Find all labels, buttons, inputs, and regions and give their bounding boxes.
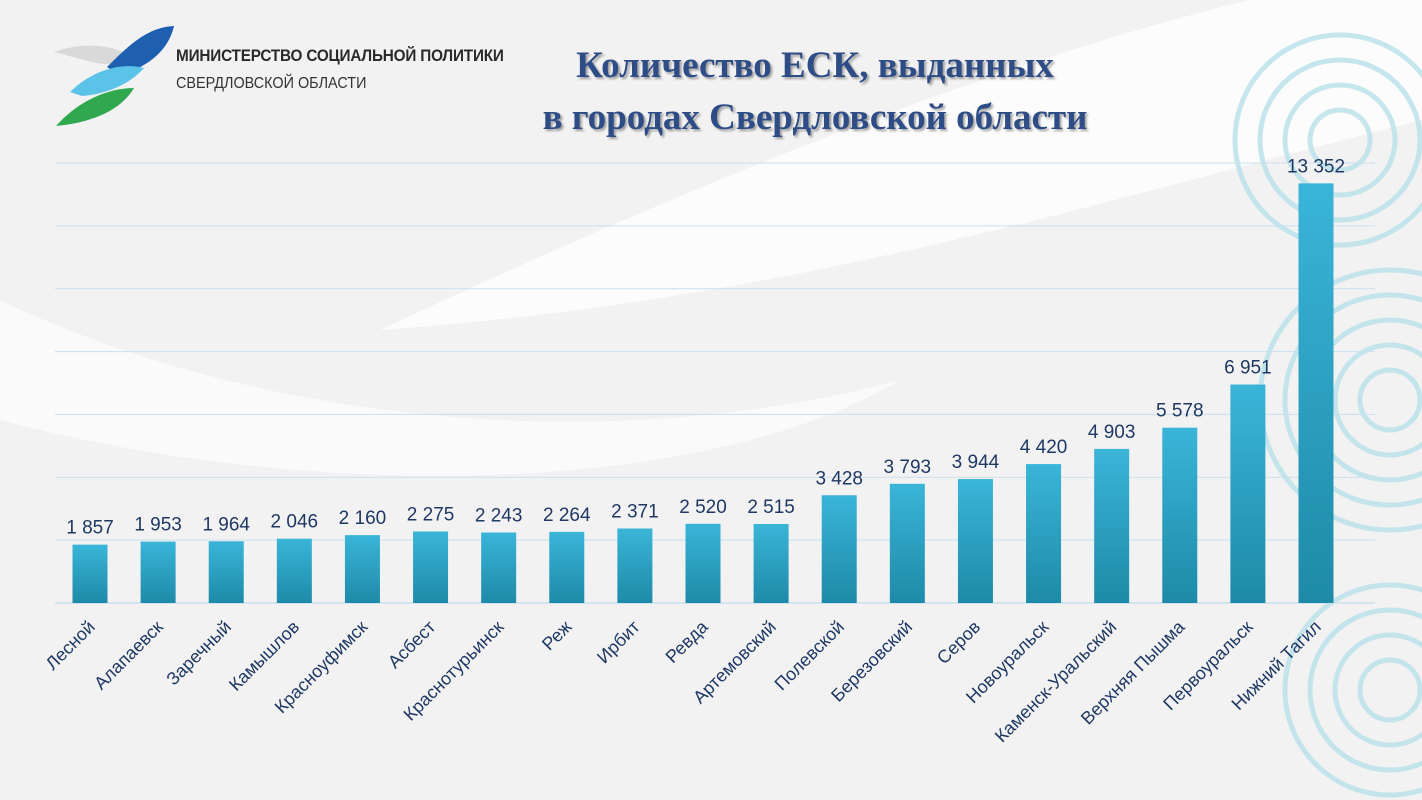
category-label: Алапаевск: [90, 617, 167, 694]
bar: [72, 544, 108, 603]
category-label: Заречный: [162, 617, 235, 690]
value-label: 2 371: [611, 501, 659, 522]
value-labels: 1 857 1 953 1 964 2 046 2 160 2 275 2 243 2 264…: [66, 156, 1345, 538]
value-label: 2 515: [747, 497, 795, 518]
bar: [1026, 464, 1062, 603]
value-label: 2 520: [679, 497, 727, 518]
chart-title-line1: Количество ЕСК, выданных: [576, 45, 1054, 86]
value-label: 2 275: [407, 505, 455, 526]
value-label: 1 857: [66, 518, 114, 539]
category-label: Каменск-Уральский: [991, 617, 1121, 747]
bar: [276, 538, 312, 603]
bar: [344, 535, 380, 603]
value-label: 2 243: [475, 506, 523, 527]
value-label: 2 160: [339, 508, 387, 529]
bar: [889, 483, 925, 603]
logo-region-name: СВЕРДЛОВСКОЙ ОБЛАСТИ: [176, 75, 367, 92]
bar: [617, 528, 653, 603]
bar: [1230, 384, 1266, 603]
value-label: 4 903: [1088, 422, 1136, 443]
value-label: 4 420: [1020, 437, 1068, 458]
category-label: Реж: [538, 617, 576, 655]
category-label: Лесной: [42, 617, 99, 674]
logo-org-name: МИНИСТЕРСТВО СОЦИАЛЬНОЙ ПОЛИТИКИ: [176, 46, 504, 65]
bar: [685, 523, 721, 603]
bar: [1094, 448, 1130, 603]
value-label: 2 264: [543, 505, 591, 526]
bar: [1298, 183, 1334, 603]
bar: [140, 541, 176, 603]
value-label: 13 352: [1287, 156, 1345, 177]
value-label: 1 964: [202, 514, 250, 535]
value-label: 6 951: [1224, 358, 1272, 379]
value-label: 2 046: [271, 512, 319, 533]
bar: [821, 495, 857, 603]
bar: [208, 541, 244, 603]
bar: [1162, 427, 1198, 603]
value-label: 3 793: [884, 457, 932, 478]
bar: [549, 531, 585, 603]
bars: [72, 183, 1334, 603]
chart-title: Количество ЕСК, выданных в городах Сверд…: [470, 40, 1160, 144]
category-label: Ревда: [662, 616, 713, 667]
value-label: 1 953: [134, 515, 182, 536]
ministry-logo: МИНИСТЕРСТВО СОЦИАЛЬНОЙ ПОЛИТИКИ СВЕРДЛО…: [52, 22, 512, 130]
value-label: 3 428: [815, 468, 863, 489]
value-label: 5 578: [1156, 401, 1204, 422]
category-label: Серов: [933, 617, 984, 668]
bar: [753, 523, 789, 603]
value-label: 3 944: [952, 452, 1000, 473]
bar: [481, 532, 517, 603]
category-labels: ЛеснойАлапаевскЗаречныйКамышловКрасноуфи…: [42, 616, 1325, 746]
bar: [413, 531, 449, 603]
chart-title-line2: в городах Свердловской области: [542, 97, 1088, 138]
category-label: Ирбит: [593, 617, 644, 668]
bar: [957, 479, 993, 603]
bird-logo-icon: [54, 26, 174, 126]
category-label: Асбест: [384, 617, 439, 672]
